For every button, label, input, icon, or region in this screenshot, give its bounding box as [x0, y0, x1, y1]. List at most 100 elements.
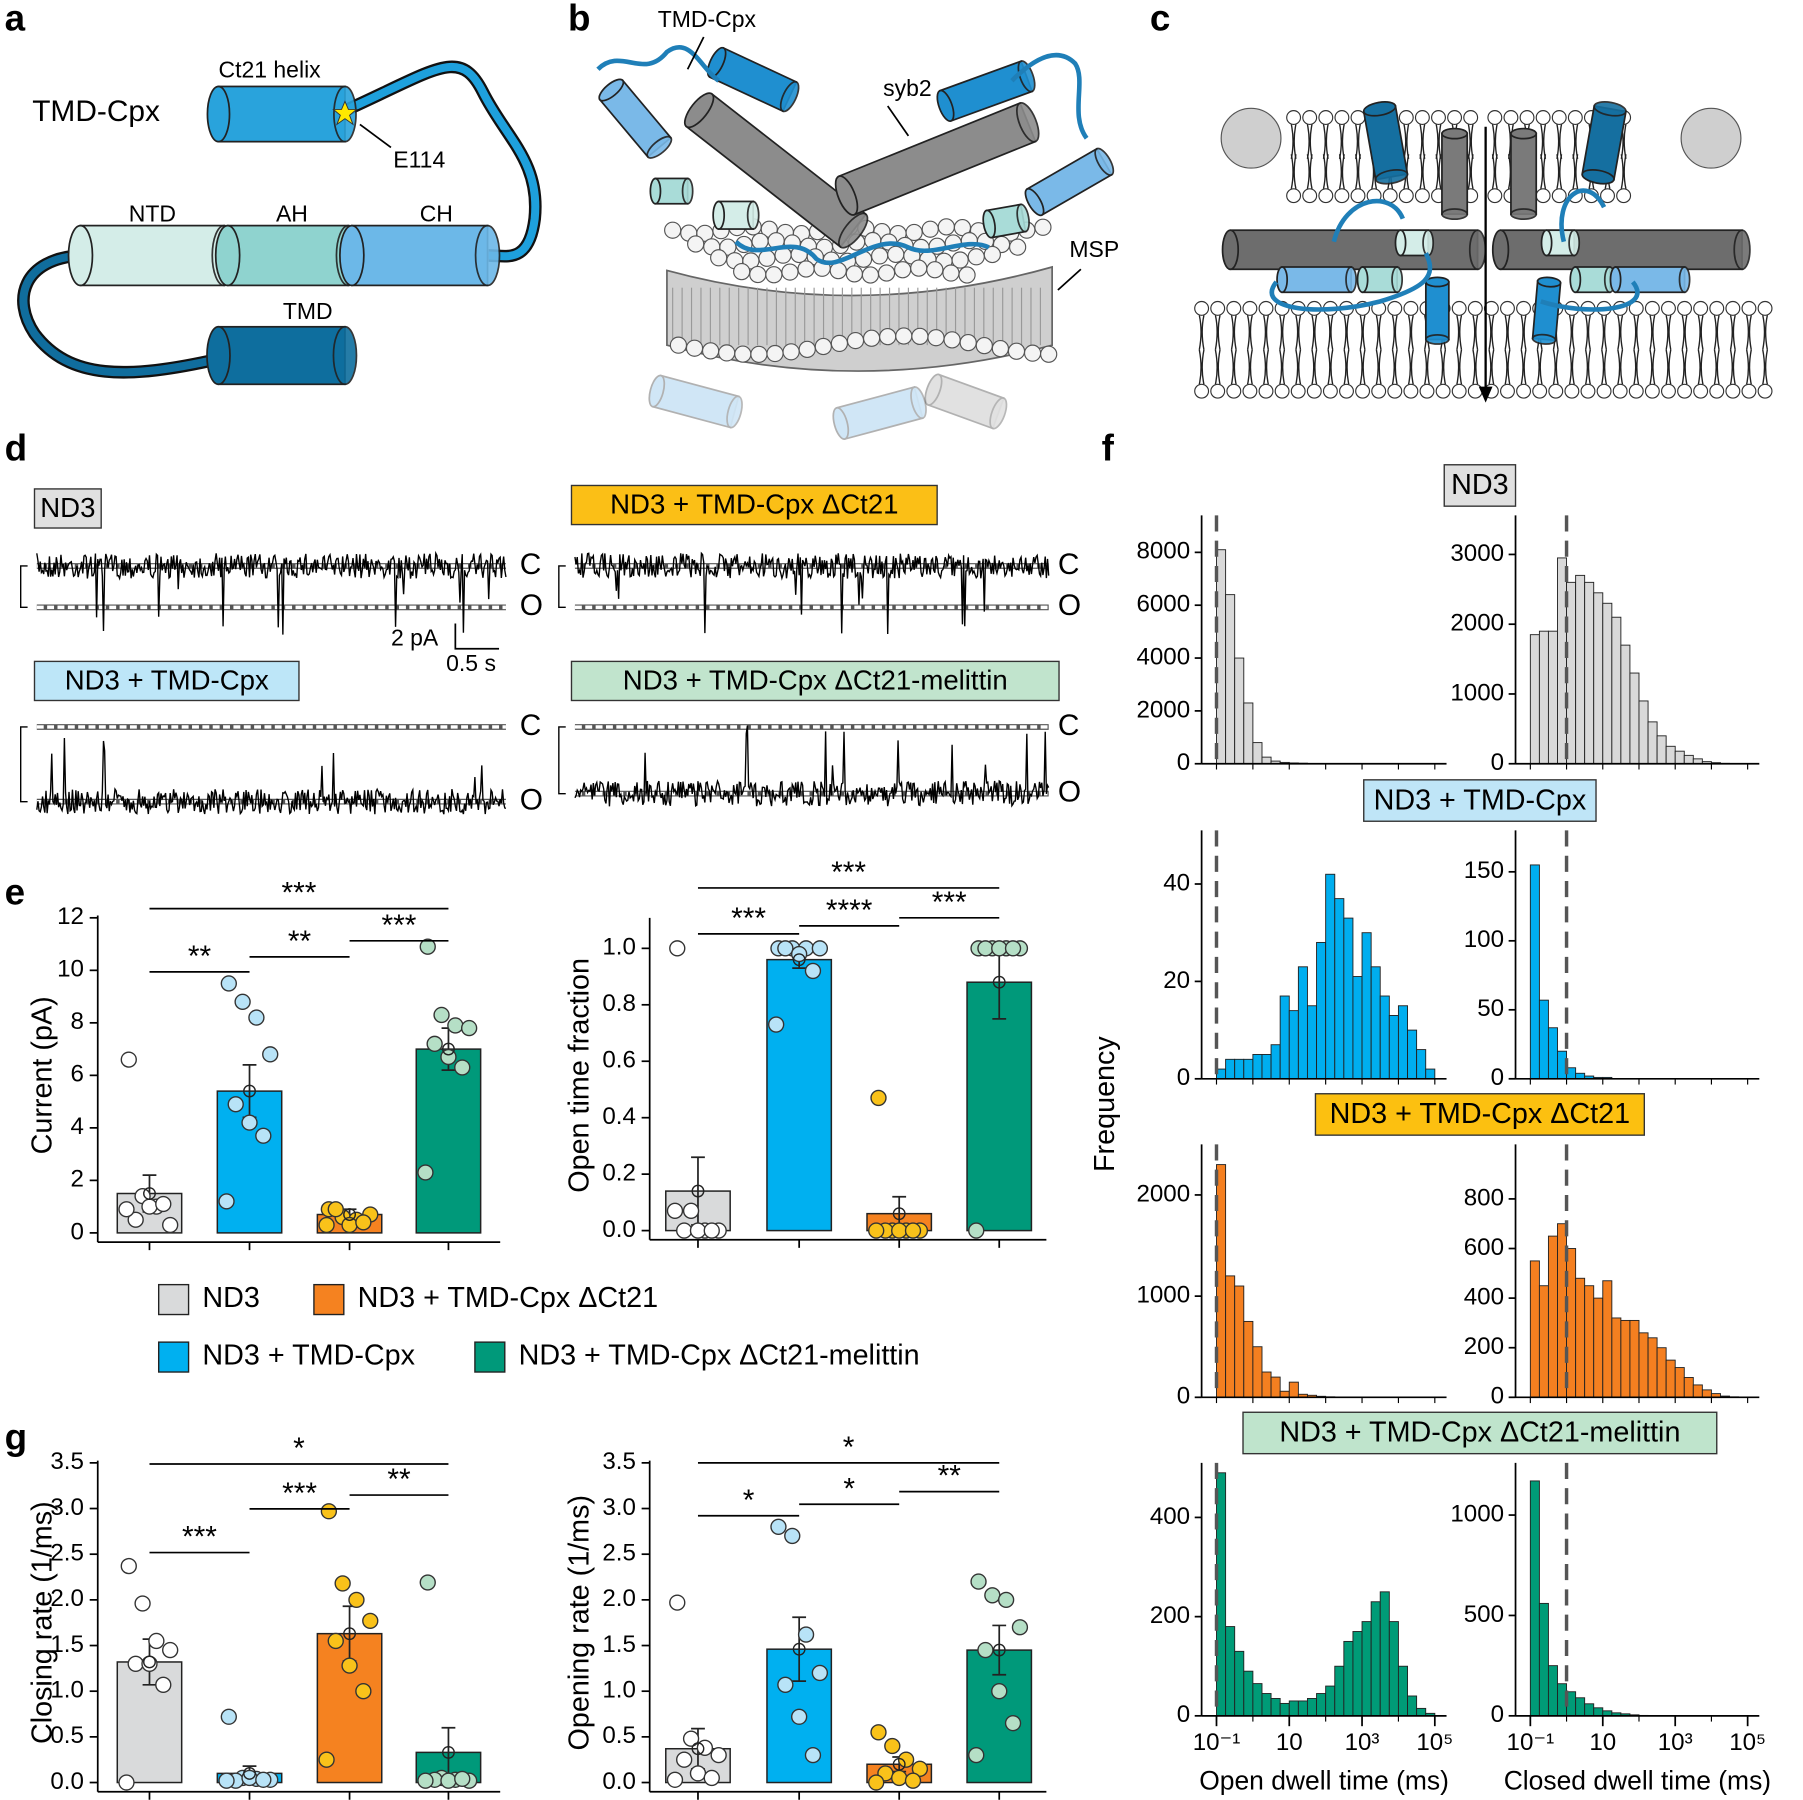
histogram-bar: [1361, 1621, 1372, 1717]
data-point: [220, 1708, 237, 1725]
helix-end-left: [706, 46, 727, 79]
x-tick-label: 10⁵: [1416, 1729, 1453, 1756]
helix: [832, 386, 927, 441]
lipid-head: [734, 345, 752, 363]
lipid-head: [710, 249, 728, 267]
histogram-bar: [1397, 1005, 1409, 1080]
lipid-head: [664, 221, 682, 239]
lipid-tail: [1665, 315, 1672, 350]
lipid-head: [1435, 383, 1451, 399]
lipid-tail: [1456, 349, 1463, 385]
lipid-tail: [1488, 349, 1495, 385]
data-point: [460, 1019, 478, 1037]
helix: [648, 374, 743, 429]
y-tick-label: 6000: [1136, 591, 1190, 618]
data-point: [868, 1774, 885, 1791]
mean-marker: [992, 1643, 1006, 1657]
lipid-head: [1302, 188, 1318, 204]
level-label: C: [520, 548, 542, 581]
histogram-bar: [1352, 1631, 1363, 1717]
data-point: [991, 1683, 1008, 1700]
mean-marker: [143, 1655, 156, 1669]
lipid-tail: [1306, 124, 1313, 160]
lipid-tail: [1359, 349, 1366, 385]
helix: [1441, 127, 1469, 221]
histogram-bar: [1370, 966, 1381, 1080]
mean-marker: [892, 1207, 906, 1221]
significance-label: ****: [826, 894, 873, 927]
vesicle-protein: [1680, 107, 1742, 169]
helix: [982, 203, 1030, 239]
lipid-head: [1487, 110, 1503, 125]
helix: [1362, 101, 1409, 185]
histogram-bar: [1279, 995, 1290, 1080]
y-tick-label: 2.0: [50, 1585, 84, 1612]
histogram-bar: [1379, 995, 1390, 1080]
lipid-tail: [1424, 349, 1430, 385]
histogram-bar: [1575, 1277, 1586, 1398]
lipid-tail: [1214, 349, 1221, 385]
data-point: [454, 1770, 471, 1788]
helix-body: [835, 386, 924, 441]
data-point: [811, 940, 829, 957]
lipid-tail: [1419, 154, 1426, 189]
y-tick-label: 0.2: [602, 1160, 636, 1187]
data-point: [155, 1195, 172, 1213]
y-tick-label: 2.5: [602, 1540, 636, 1567]
lipid-head: [927, 329, 945, 347]
lipid-tail: [1762, 349, 1769, 385]
helix: [598, 78, 673, 159]
lipid-head: [1403, 300, 1419, 316]
x-tick-label: 10³: [1658, 1729, 1693, 1756]
histogram-bar: [1297, 966, 1308, 1080]
lipid-tail: [1681, 315, 1688, 350]
linker: [596, 44, 1089, 266]
lipid-tail: [1214, 315, 1221, 350]
lipid-tail: [1295, 315, 1302, 350]
lipid-head: [1467, 300, 1483, 316]
nanodisc-scene: [596, 44, 1115, 441]
data-point: [767, 1016, 785, 1033]
helix-end-left: [834, 175, 859, 216]
helix: [834, 101, 1040, 216]
current-trace: [36, 550, 507, 635]
histogram-bar: [1538, 630, 1549, 765]
lipid-tail: [1440, 349, 1447, 385]
mean-marker: [343, 1208, 357, 1221]
level-bracket: [20, 726, 28, 803]
histogram-bar: [1584, 1285, 1595, 1398]
helix: [214, 224, 362, 287]
y-tick-label: 1.0: [602, 1677, 636, 1704]
helix-end: [1015, 101, 1040, 143]
panel-letter: b: [568, 0, 590, 39]
histogram-bar: [1252, 742, 1263, 765]
histogram-bar: [1252, 1053, 1263, 1080]
trace-title: ND3: [40, 492, 95, 523]
data-point: [666, 1202, 684, 1219]
lipid-tail: [1729, 315, 1736, 350]
histogram-bar: [1575, 574, 1586, 765]
histogram-bar: [1352, 976, 1363, 1080]
lipid-head: [951, 251, 969, 269]
lipid-tail: [1520, 315, 1527, 350]
data-point: [804, 962, 822, 980]
data-point: [804, 1746, 822, 1764]
helix-body: [926, 373, 1005, 430]
data-point: [419, 938, 436, 955]
x-tick-label: 10: [1276, 1729, 1303, 1756]
lipid-head: [1371, 383, 1387, 399]
significance-label: *: [843, 1431, 855, 1464]
histogram-bar: [1584, 581, 1595, 765]
lipid-head: [750, 345, 768, 363]
histogram-bar: [1234, 1285, 1245, 1398]
lipid-tail: [1435, 124, 1442, 160]
lipid-head: [1242, 300, 1258, 316]
lipid-tail: [1391, 349, 1398, 385]
data-point: [120, 1051, 137, 1068]
y-tick-label: 0: [1491, 1383, 1504, 1410]
helix: [206, 85, 357, 143]
helix-end-left: [1356, 266, 1369, 294]
helix-end-left: [1536, 276, 1562, 288]
lipid-head: [862, 329, 881, 347]
